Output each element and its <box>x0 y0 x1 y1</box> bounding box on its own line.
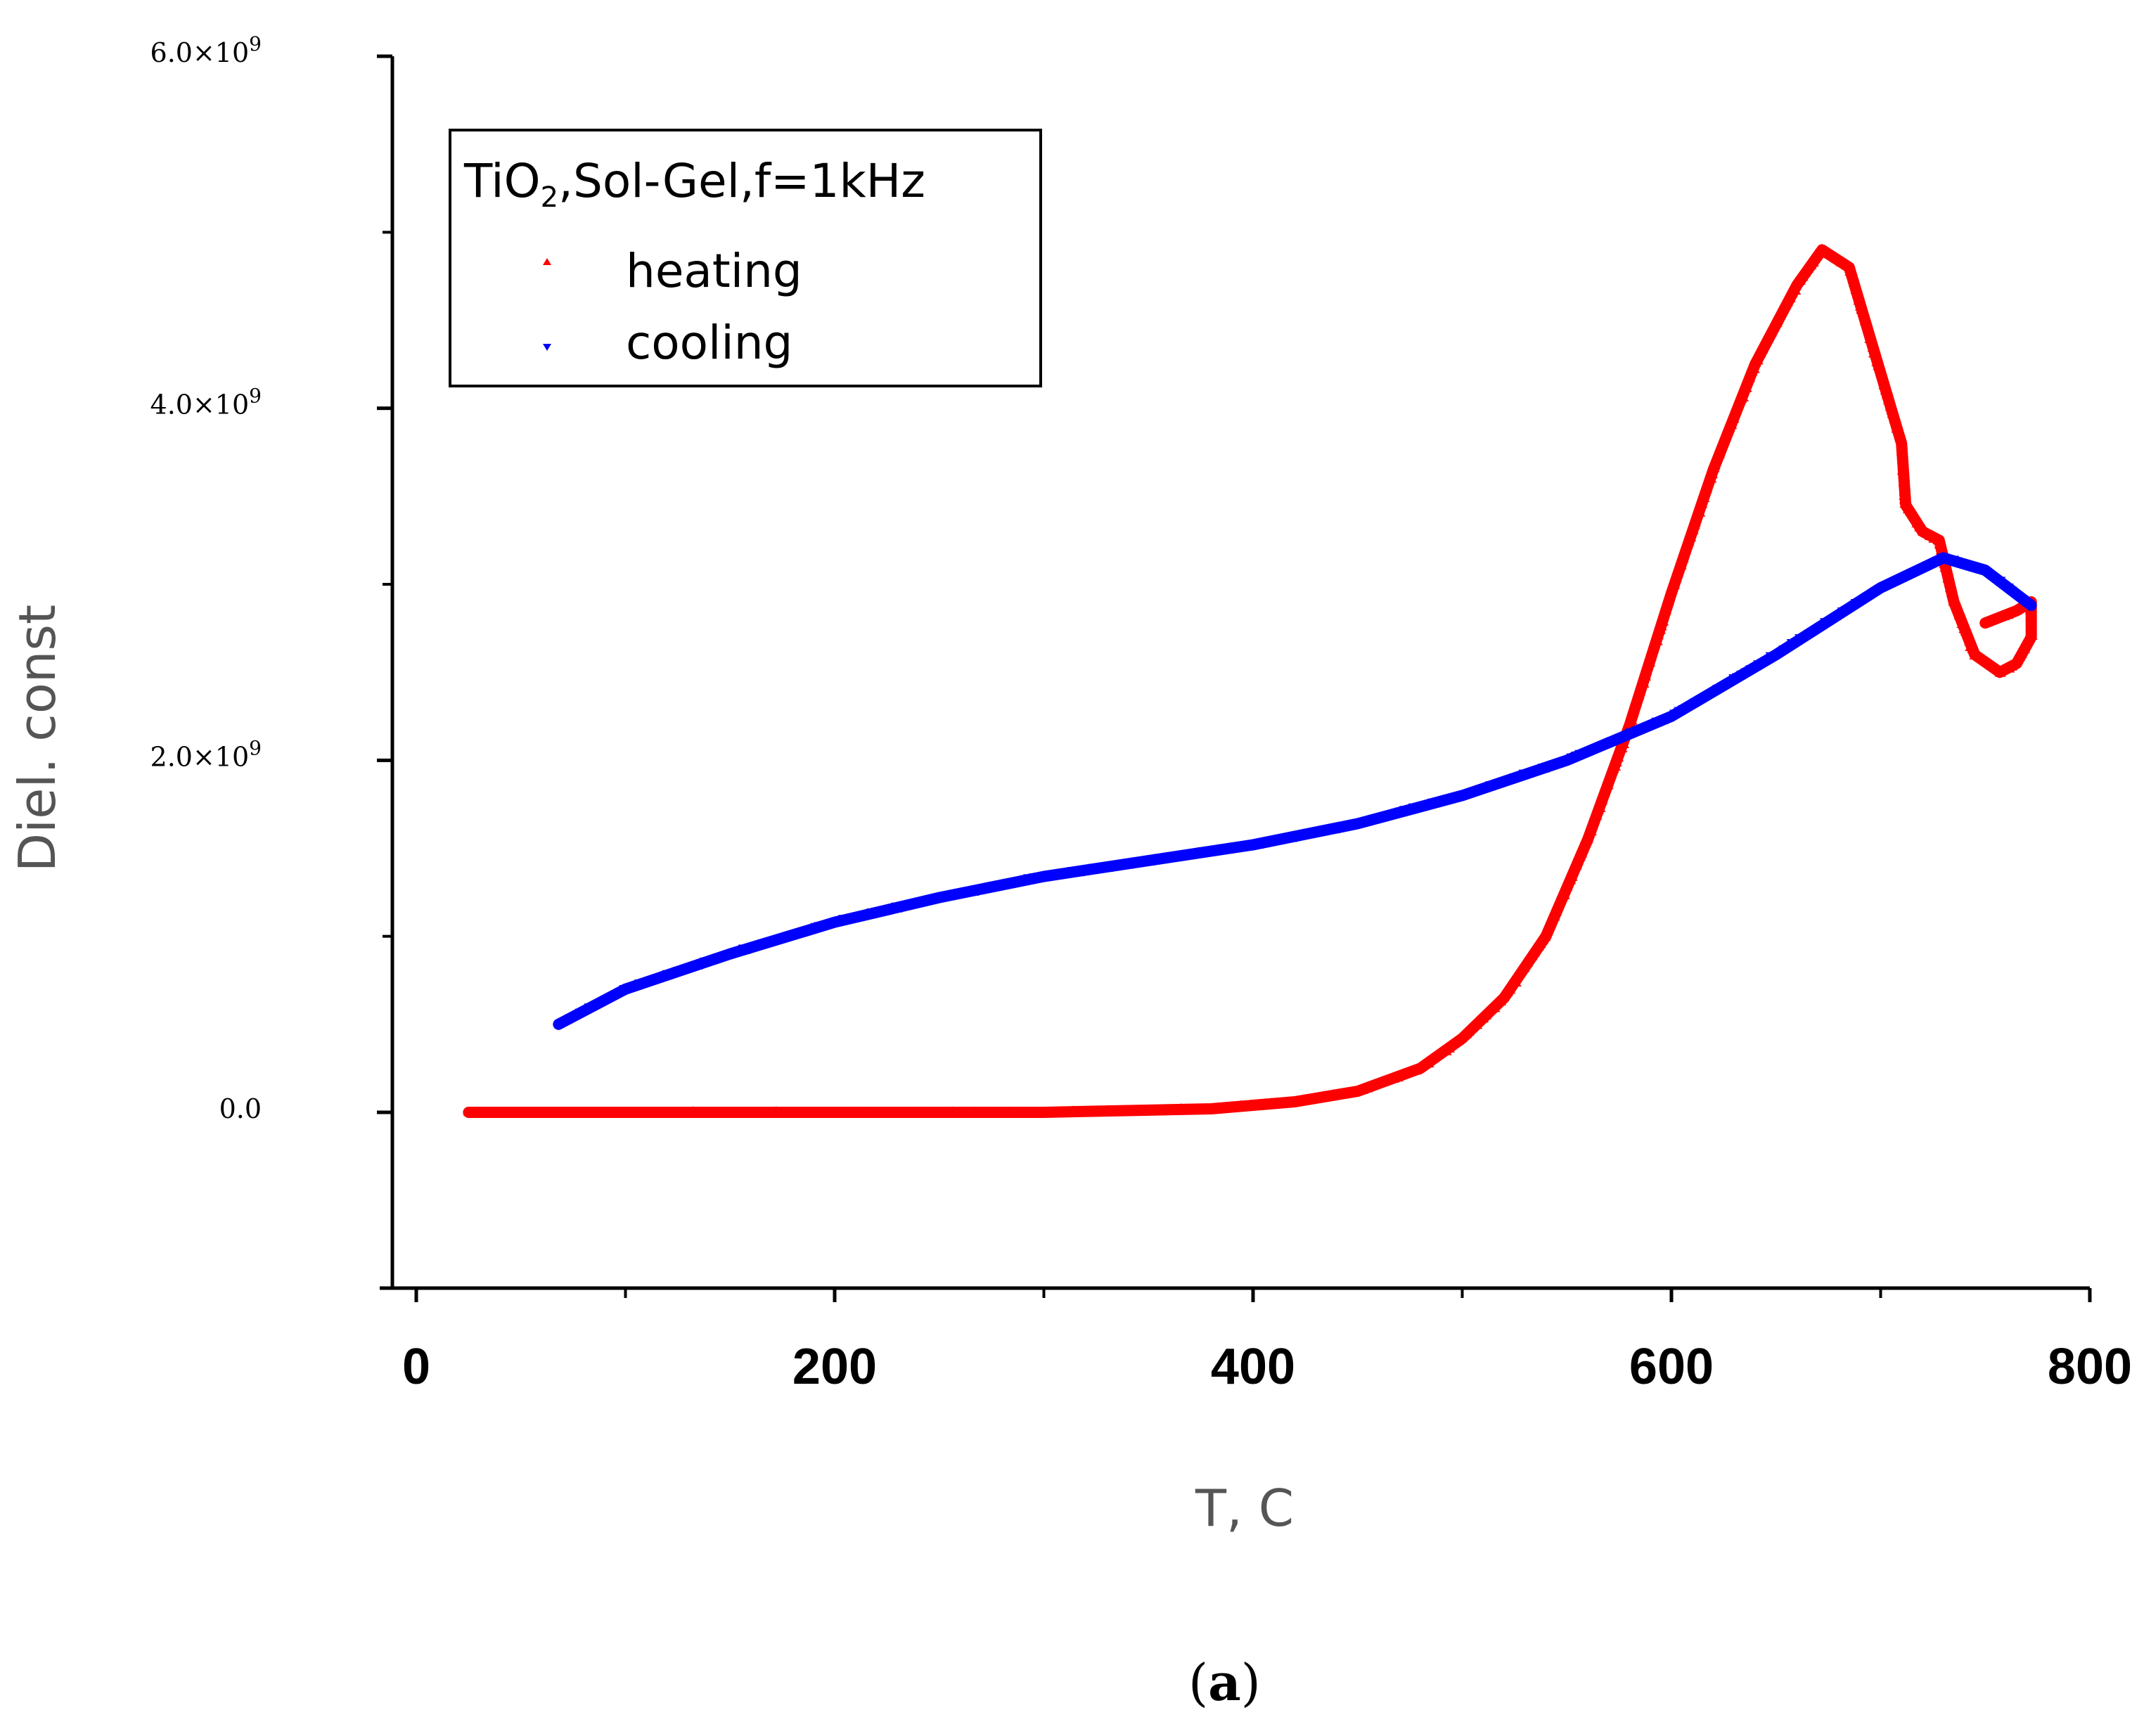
caption-letter: a <box>1208 1652 1241 1712</box>
x-ticks: 0 200 400 600 800 <box>402 1288 2132 1395</box>
legend-title-main: TiO <box>463 154 541 208</box>
y-tick-label: 0.0 <box>219 1093 262 1124</box>
legend-title-subscript: 2 <box>541 181 558 214</box>
chart-canvas: 0.02.0×1094.0×1096.0×109 0 200 400 600 800 D… <box>0 0 2151 1736</box>
y-tick-label: 2.0×109 <box>150 736 262 772</box>
legend-heating-label: heating <box>626 244 802 298</box>
y-tick-label-mantissa: 4.0×10 <box>150 390 250 420</box>
legend-cooling-label: cooling <box>626 316 792 370</box>
caption-open-paren: ( <box>1188 1653 1208 1712</box>
x-tick-label: 200 <box>792 1339 877 1395</box>
y-tick-label: 4.0×109 <box>150 385 262 420</box>
x-axis-title: T, C <box>1195 1479 1294 1538</box>
x-tick-label: 800 <box>2048 1339 2132 1395</box>
y-ticks: 0.02.0×1094.0×1096.0×109 <box>150 32 392 1288</box>
figure-caption: (a) <box>1188 1652 1261 1712</box>
caption-close-paren: ) <box>1241 1653 1261 1712</box>
x-tick-label: 0 <box>402 1339 430 1395</box>
y-tick-label-mantissa: 2.0×10 <box>150 741 250 772</box>
y-tick-label-exponent: 9 <box>249 736 262 759</box>
y-tick-label-exponent: 9 <box>249 32 262 56</box>
legend: TiO2,Sol-Gel,f=1kHz heating cooling <box>450 130 1041 386</box>
y-tick-label: 6.0×109 <box>150 32 262 68</box>
x-tick-label: 400 <box>1211 1339 1295 1395</box>
y-tick-label-mantissa: 6.0×10 <box>150 37 250 68</box>
legend-title-rest: ,Sol-Gel,f=1kHz <box>558 154 925 208</box>
series-cooling <box>553 553 2032 1029</box>
legend-title: TiO2,Sol-Gel,f=1kHz <box>463 154 925 214</box>
y-tick-label-exponent: 9 <box>249 385 262 408</box>
y-axis-title: Diel. const <box>8 605 67 873</box>
x-tick-label: 600 <box>1629 1339 1714 1395</box>
